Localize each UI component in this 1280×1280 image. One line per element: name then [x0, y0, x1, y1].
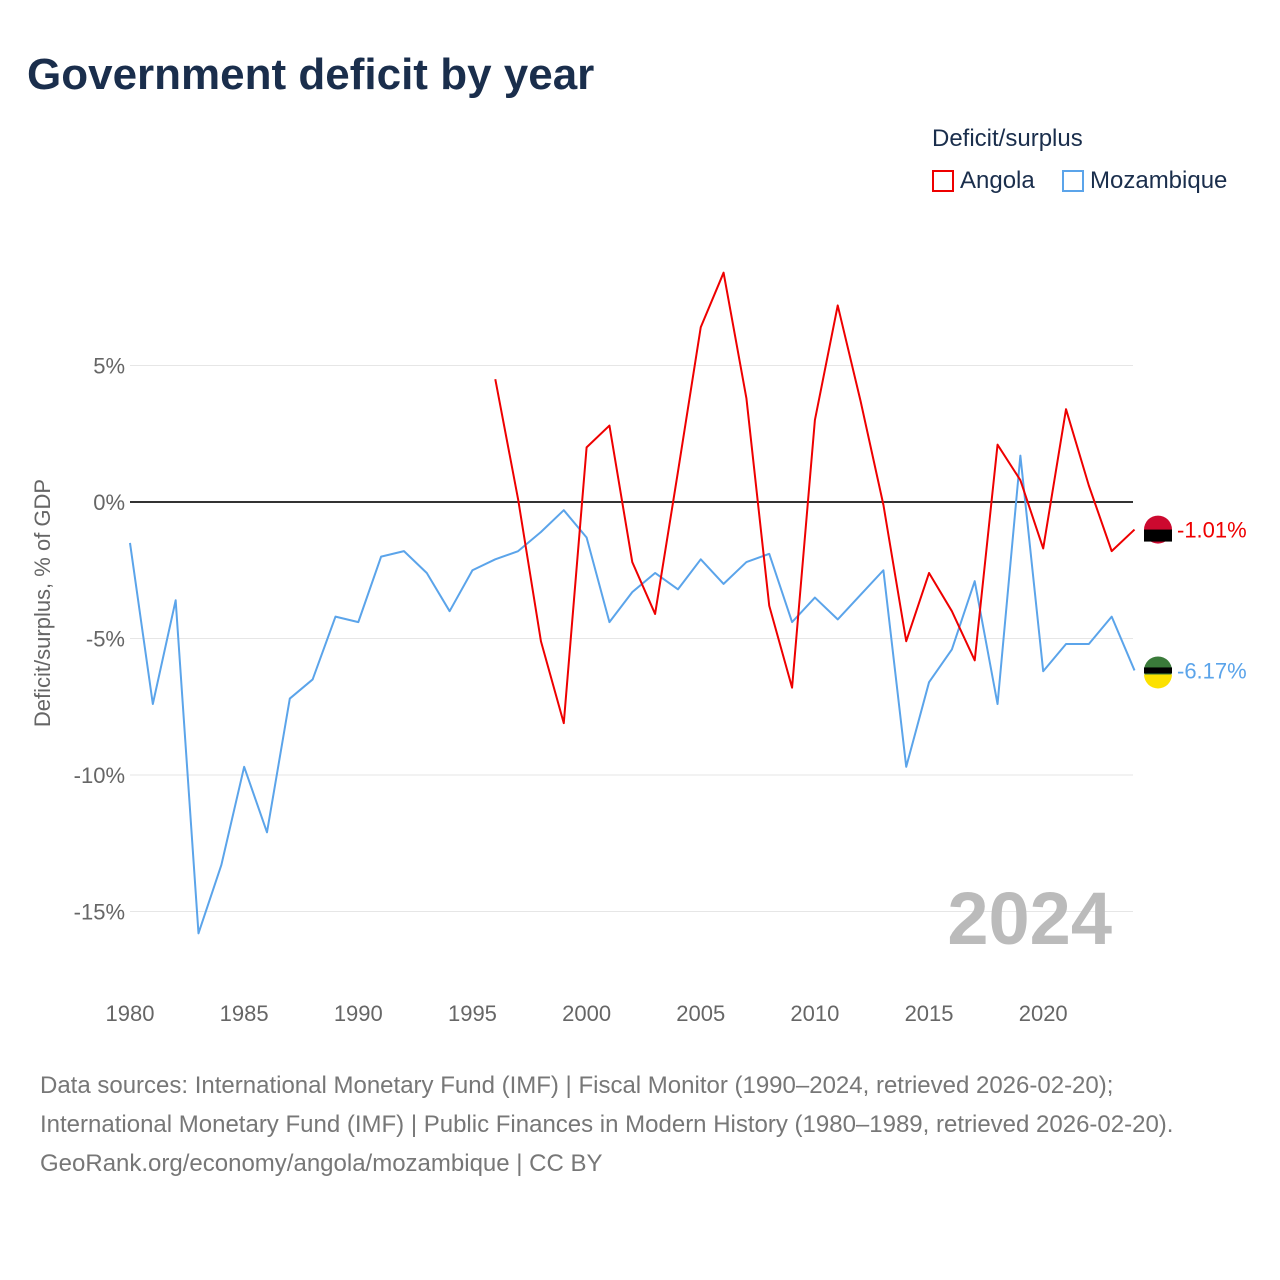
legend-item-mozambique[interactable]: Mozambique — [1062, 167, 1227, 195]
legend-label: Mozambique — [1090, 167, 1228, 194]
x-tick-label: 2020 — [1019, 1001, 1068, 1026]
end-value-label: -6.17% — [1177, 658, 1247, 683]
x-tick-label: 1995 — [448, 1001, 497, 1026]
legend-swatch — [932, 170, 954, 192]
x-tick-label: 2010 — [790, 1001, 839, 1026]
legend-title: Deficit/surplus — [932, 125, 1083, 152]
x-tick-label: 1985 — [220, 1001, 269, 1026]
legend-swatch — [1062, 170, 1084, 192]
chart-title: Government deficit by year — [27, 50, 595, 99]
y-tick-label: -10% — [74, 763, 125, 788]
flag-stripe — [1144, 529, 1172, 542]
plot-area: 5% 0% -5% -10% -15% 1980 1985 1990 1995 2000 2005 2… — [30, 271, 1247, 1026]
x-tick-label: 1980 — [106, 1001, 155, 1026]
y-tick-label: -5% — [86, 627, 125, 652]
year-label: 2024 — [947, 877, 1112, 960]
flag-stripe — [1144, 674, 1172, 689]
x-tick-label: 2000 — [562, 1001, 611, 1026]
data-sources: Data sources: International Monetary Fun… — [40, 1072, 1174, 1138]
series-line-mozambique — [129, 454, 1136, 935]
credit-link[interactable]: GeoRank.org/economy/angola/mozambique | … — [40, 1150, 603, 1177]
y-tick-label: 5% — [93, 354, 125, 379]
y-axis-label: Deficit/surplus, % of GDP — [30, 479, 55, 727]
x-tick-label: 2005 — [676, 1001, 725, 1026]
legend-item-angola[interactable]: Angola — [932, 167, 1035, 195]
x-tick-label: 2015 — [905, 1001, 954, 1026]
end-value-label: -1.01% — [1177, 518, 1247, 543]
footer: Data sources: International Monetary Fun… — [40, 1066, 1240, 1183]
series-line-angola — [494, 271, 1136, 725]
y-tick-label: -15% — [74, 900, 125, 925]
y-tick-label: 0% — [93, 490, 125, 515]
x-tick-label: 1990 — [334, 1001, 383, 1026]
legend-label: Angola — [960, 167, 1035, 194]
flag-stripe — [1144, 667, 1172, 674]
